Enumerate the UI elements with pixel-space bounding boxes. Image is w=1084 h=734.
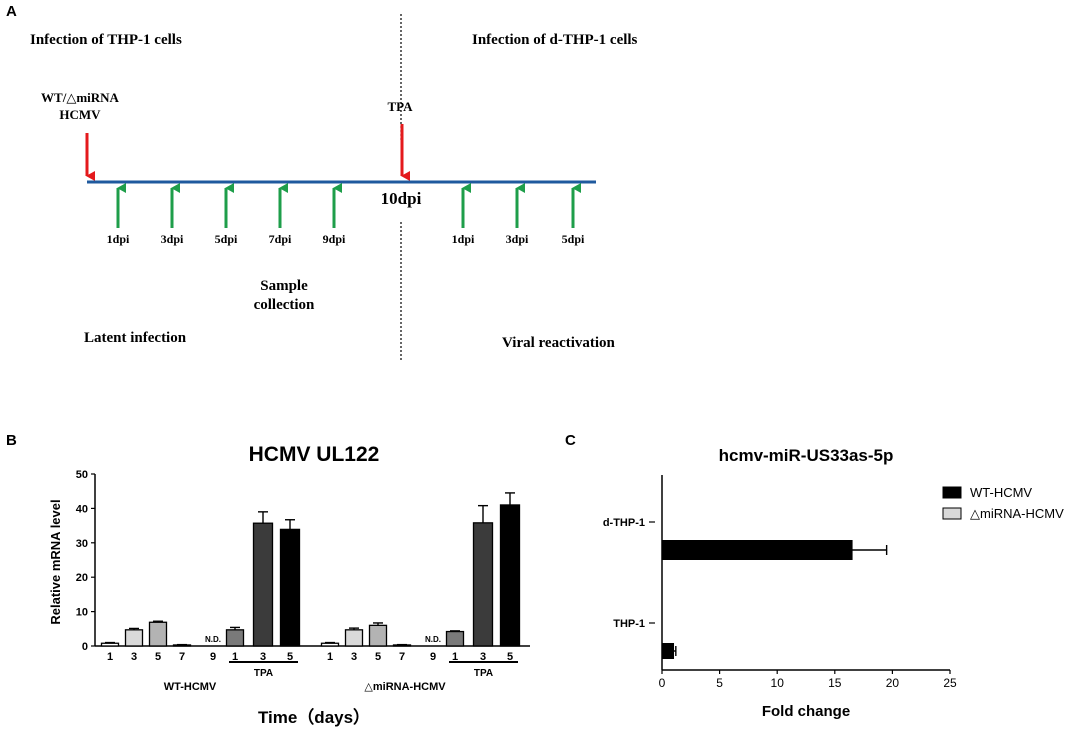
legend-label: △miRNA-HCMV — [970, 506, 1064, 521]
x-tick-label: 3 — [131, 651, 137, 663]
bar — [661, 643, 675, 659]
tpa-label: TPA — [387, 99, 413, 114]
chart-c-xlabel: Fold change — [762, 703, 850, 720]
y-tick-label: 30 — [76, 538, 88, 550]
x-tick-label: 3 — [351, 651, 357, 663]
chart-c-bars — [661, 540, 888, 659]
bar — [320, 642, 340, 647]
y-tick-label: 0 — [82, 641, 88, 653]
x-tick-label: 5 — [155, 651, 161, 663]
x-tick-label: 1 — [327, 651, 333, 663]
center-label: 10dpi — [381, 189, 422, 208]
timepoint-label: 1dpi — [107, 232, 130, 246]
panel-a: A Infection of THP-1 cells Infection of … — [6, 3, 638, 360]
bar — [100, 642, 120, 647]
sample-label-line1: Sample — [260, 278, 308, 294]
group-label: △miRNA-HCMV — [364, 681, 446, 693]
timepoint-label: 5dpi — [215, 232, 238, 246]
timepoint-label: 5dpi — [562, 232, 585, 246]
timepoint-label: 7dpi — [269, 232, 292, 246]
x-tick-label: 5 — [507, 651, 513, 663]
panel-c: C hcmv-miR-US33as-5p 0 5 10 15 20 25 d-THP-1 TH… — [565, 432, 1064, 720]
x-tick-label: 25 — [943, 676, 957, 690]
x-tick-label: 1 — [107, 651, 113, 663]
virus-label-line1: WT/△miRNA — [41, 90, 119, 105]
category-label: THP-1 — [613, 618, 645, 630]
x-tick-label: 9 — [210, 651, 216, 663]
x-tick-label: 15 — [828, 676, 842, 690]
x-tick-label: 5 — [287, 651, 293, 663]
chart-c-axes: 0 5 10 15 20 25 d-THP-1 THP-1 — [603, 475, 957, 690]
panel-c-label: C — [565, 432, 576, 449]
left-timepoints: 1dpi 3dpi 5dpi 7dpi 9dpi — [107, 183, 346, 246]
nd-label: N.D. — [425, 635, 441, 644]
sample-label-line2: collection — [254, 297, 315, 313]
timepoint-label: 3dpi — [506, 232, 529, 246]
left-title: Infection of THP-1 cells — [30, 32, 182, 48]
chart-b-title: HCMV UL122 — [249, 443, 380, 466]
legend-swatch — [942, 486, 962, 499]
legend-label: WT-HCMV — [970, 485, 1032, 500]
nd-label: N.D. — [205, 635, 221, 644]
panel-a-label: A — [6, 3, 17, 20]
bar — [148, 621, 168, 647]
x-tick-label: 3 — [480, 651, 486, 663]
chart-b-bars — [100, 492, 521, 647]
right-phase: Viral reactivation — [502, 335, 616, 351]
bar — [368, 624, 388, 647]
bar — [344, 629, 364, 647]
left-phase: Latent infection — [84, 330, 187, 346]
bar — [252, 522, 274, 647]
bar — [124, 629, 144, 647]
chart-b-axes: 0 10 20 30 40 50 — [76, 469, 530, 653]
chart-b-xlabel: Time（days） — [258, 707, 370, 727]
timepoint-label: 9dpi — [323, 232, 346, 246]
x-tick-label: 7 — [399, 651, 405, 663]
x-tick-label: 0 — [659, 676, 666, 690]
bar — [472, 522, 494, 647]
x-tick-label: 7 — [179, 651, 185, 663]
x-tick-label: 10 — [771, 676, 785, 690]
x-tick-label: 20 — [886, 676, 900, 690]
group-label: WT-HCMV — [164, 681, 217, 693]
bar — [445, 630, 465, 647]
y-tick-label: 40 — [76, 503, 88, 515]
treatment-label: TPA — [474, 668, 493, 679]
panel-b-label: B — [6, 432, 17, 449]
bar — [499, 504, 521, 647]
chart-c-title: hcmv-miR-US33as-5p — [719, 446, 894, 465]
y-tick-label: 20 — [76, 572, 88, 584]
x-tick-label: 1 — [232, 651, 238, 663]
legend-swatch — [942, 507, 962, 520]
bar — [661, 540, 853, 560]
y-tick-label: 50 — [76, 469, 88, 481]
bar — [225, 629, 245, 647]
timepoint-label: 3dpi — [161, 232, 184, 246]
chart-b-ylabel: Relative mRNA level — [48, 499, 63, 624]
bar — [279, 528, 301, 647]
right-timepoints: 1dpi 3dpi 5dpi — [452, 183, 585, 246]
virus-label-line2: HCMV — [59, 107, 101, 122]
chart-b-labels: 1 3 5 7 N.D. 9 1 3 5 TPA WT-HCMV 1 3 5 7 N.D. 9 1 3 5 TPA △mi… — [107, 635, 518, 693]
x-tick-label: 5 — [375, 651, 381, 663]
category-label: d-THP-1 — [603, 517, 645, 529]
timepoint-label: 1dpi — [452, 232, 475, 246]
panel-b: B HCMV UL122 Relative mRNA level 0 10 20 30… — [6, 432, 530, 727]
x-tick-label: 5 — [716, 676, 723, 690]
x-tick-label: 9 — [430, 651, 436, 663]
right-title: Infection of d-THP-1 cells — [472, 32, 638, 48]
treatment-label: TPA — [254, 668, 273, 679]
y-tick-label: 10 — [76, 607, 88, 619]
chart-c-legend: WT-HCMV △miRNA-HCMV — [942, 485, 1064, 521]
x-tick-label: 3 — [260, 651, 266, 663]
x-tick-label: 1 — [452, 651, 458, 663]
